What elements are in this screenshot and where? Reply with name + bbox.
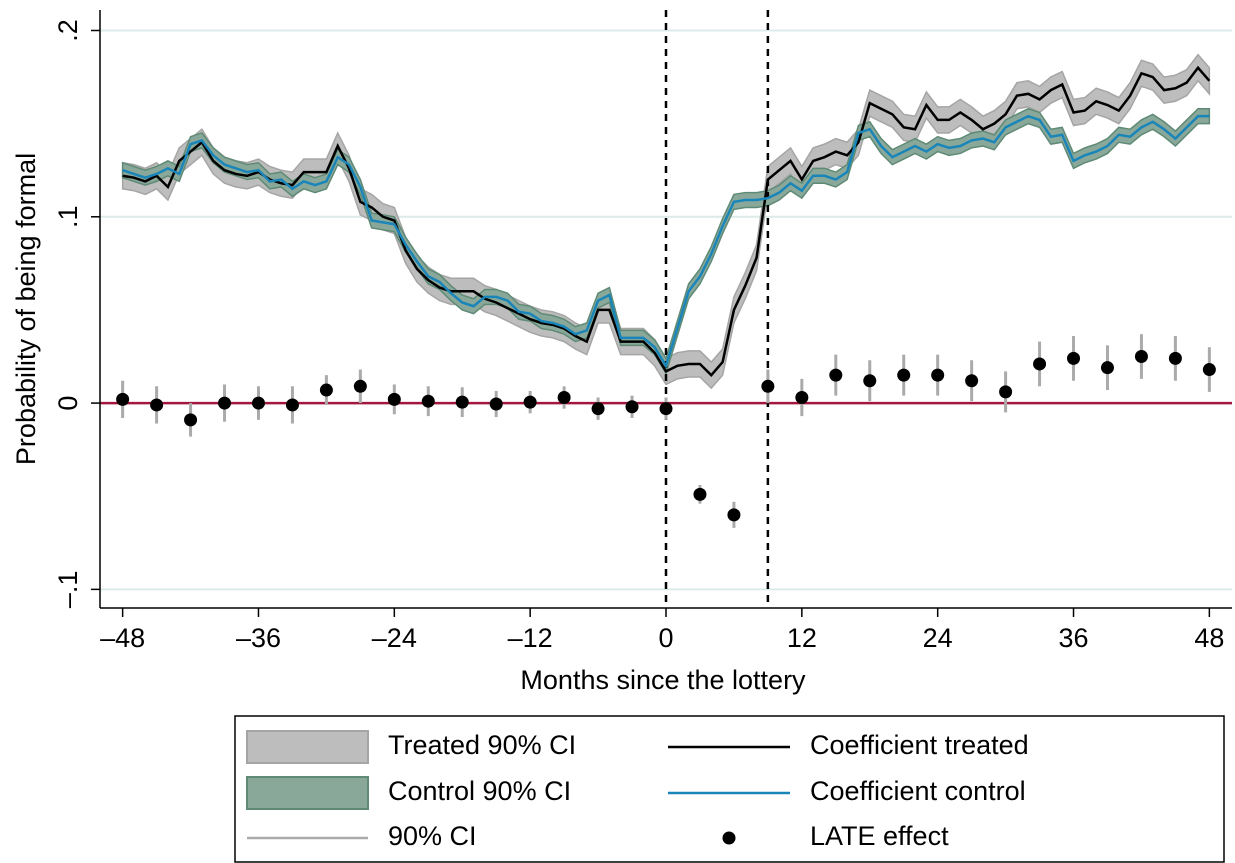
legend-label: Coefficient treated [810,730,1029,760]
legend-box [234,715,1225,863]
x-tick-label: 12 [787,623,817,653]
late-point [625,400,639,414]
x-axis-title: Months since the lottery [520,665,806,695]
late-point [557,390,571,404]
late-point [659,402,673,416]
legend-swatch [722,831,736,845]
series-line [122,114,1210,369]
y-tick-label: .2 [53,19,83,42]
late-point [1067,351,1081,365]
legend-label: 90% CI [388,821,477,851]
late-point [150,398,164,412]
late-point [897,368,911,382]
legend-swatch [246,730,369,764]
late-point [1202,363,1216,377]
ci-band [121,107,1211,376]
late-point [1134,350,1148,364]
late-point [693,487,707,501]
x-tick-label: 36 [1058,623,1088,653]
late-point [999,385,1013,399]
late-point [727,508,741,522]
x-tick-label: –36 [236,623,281,653]
x-tick-label: 24 [923,623,953,653]
y-axis-title: Probability of being formal [11,153,41,465]
late-point [116,392,130,406]
late-point [251,396,265,410]
late-point [591,402,605,416]
x-tick-label: 0 [658,623,673,653]
late-point [1168,351,1182,365]
legend: Treated 90% CI Control 90% CI 90% CI Coe… [234,715,1225,863]
x-tick-label: –12 [508,623,553,653]
y-tick-label: .1 [53,206,83,229]
late-point [184,413,198,427]
late-point [285,398,299,412]
late-point [1033,357,1047,371]
late-point [387,392,401,406]
legend-label: Coefficient control [810,776,1026,806]
late-point [218,396,232,410]
legend-swatch [246,776,369,810]
late-point [863,374,877,388]
late-point [761,379,775,393]
x-tick-label: 48 [1194,623,1224,653]
y-tick-label: –.1 [53,571,83,609]
x-tick-label: –48 [100,623,145,653]
late-point [931,368,945,382]
late-point [489,397,503,411]
late-point [319,383,333,397]
series-line [122,65,1211,377]
late-point [353,379,367,393]
late-point [1100,361,1114,375]
legend-label: Treated 90% CI [388,730,576,760]
late-point [795,390,809,404]
late-point [523,395,537,409]
plot-area: –.1 0 .1 .2 –48 –36 –24 –12 0 12 24 36 48 [53,10,1232,653]
late-point [829,368,843,382]
late-point [421,394,435,408]
late-point [965,374,979,388]
late-point [455,395,469,409]
legend-label: Control 90% CI [388,776,571,806]
legend-label: LATE effect [810,821,949,851]
x-tick-label: –24 [372,623,417,653]
y-tick-label: 0 [53,396,83,411]
